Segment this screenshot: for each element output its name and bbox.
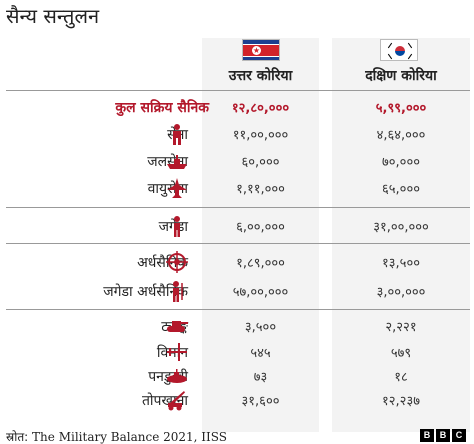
value-south-korea: ३,००,००० bbox=[376, 285, 426, 300]
north-korea-flag-icon: ★ bbox=[242, 39, 280, 61]
value-south-korea: ४,६४,००० bbox=[376, 128, 426, 143]
table-row: पनडुब्बी ७३ १८ bbox=[0, 364, 474, 388]
table-row: जगेडा अर्धसैनिक ५७,००,००० ३,००,००० bbox=[0, 279, 474, 303]
north-korea-column-band bbox=[202, 38, 319, 432]
soldier-icon bbox=[173, 124, 181, 145]
bbc-logo: B B C bbox=[420, 429, 466, 442]
value-north-korea: ५७,००,००० bbox=[232, 285, 289, 300]
value-north-korea: ११,००,००० bbox=[232, 128, 289, 143]
row-label: जगेडा अर्धसैनिक bbox=[103, 284, 188, 300]
table-row: जलसेना ६०,००० ७०,००० bbox=[0, 149, 474, 173]
value-north-korea: ३१,६०० bbox=[241, 394, 280, 409]
value-south-korea: ६५,००० bbox=[382, 182, 420, 197]
logo-letter: B bbox=[420, 429, 434, 442]
value-south-korea: ५,९९,००० bbox=[375, 101, 427, 116]
south-korea-column-band bbox=[332, 38, 470, 432]
logo-letter: C bbox=[452, 429, 466, 442]
value-north-korea: ६०,००० bbox=[241, 155, 280, 170]
submarine-icon bbox=[167, 369, 187, 383]
value-south-korea: १८ bbox=[394, 370, 408, 385]
table-row: सेना ११,००,००० ४,६४,००० bbox=[0, 122, 474, 146]
table-row: विमान ५४५ ५७९ bbox=[0, 340, 474, 364]
table-row: वायुसेना १,११,००० ६५,००० bbox=[0, 176, 474, 200]
table-row: अर्धसैनिक १,८९,००० १३,५०० bbox=[0, 250, 474, 274]
value-north-korea: १२,८०,००० bbox=[231, 101, 290, 116]
crosshair-icon bbox=[166, 251, 188, 273]
value-north-korea: १,११,००० bbox=[236, 182, 285, 197]
source-prefix: स्रोत: bbox=[6, 430, 29, 444]
value-south-korea: ३१,००,००० bbox=[373, 220, 429, 235]
person-icon bbox=[174, 216, 180, 237]
south-korea-flag-icon bbox=[380, 39, 418, 61]
table-row: तोपखाना ३१,६०० १२,२३७ bbox=[0, 388, 474, 412]
divider bbox=[6, 90, 470, 91]
value-north-korea: ५४५ bbox=[250, 346, 271, 361]
column-header-north-korea: उत्तर कोरिया bbox=[228, 68, 293, 84]
value-north-korea: ७३ bbox=[253, 370, 268, 385]
divider bbox=[6, 309, 470, 310]
value-north-korea: १,८९,००० bbox=[236, 256, 285, 271]
row-label: अर्धसैनिक bbox=[137, 255, 188, 271]
value-south-korea: ७०,००० bbox=[382, 155, 420, 170]
table-row-total-active: कुल सक्रिय सैनिक १२,८०,००० ५,९९,००० bbox=[0, 95, 474, 119]
value-south-korea: १३,५०० bbox=[382, 256, 420, 271]
column-header-south-korea: दक्षिण कोरिया bbox=[365, 68, 437, 84]
row-label: कुल सक्रिय सैनिक bbox=[115, 100, 209, 116]
airplane-icon bbox=[167, 343, 187, 361]
artillery-icon bbox=[168, 391, 185, 411]
value-south-korea: १२,२३७ bbox=[382, 394, 420, 409]
table-row: जगेडा ६,००,००० ३१,००,००० bbox=[0, 214, 474, 238]
divider bbox=[6, 243, 470, 244]
soldier-rifle-icon bbox=[173, 281, 183, 302]
warship-icon bbox=[167, 155, 187, 169]
source-note: स्रोत: The Military Balance 2021, IISS bbox=[6, 428, 227, 444]
fighter-jet-icon bbox=[167, 178, 187, 198]
value-south-korea: ५७९ bbox=[390, 346, 412, 361]
value-south-korea: २,२२१ bbox=[385, 320, 417, 335]
value-north-korea: ६,००,००० bbox=[236, 220, 285, 235]
logo-letter: B bbox=[436, 429, 450, 442]
tank-icon bbox=[167, 321, 188, 332]
table-row: ट्याङ्क ३,५०० २,२२१ bbox=[0, 314, 474, 338]
value-north-korea: ३,५०० bbox=[244, 320, 277, 335]
source-text: The Military Balance 2021, IISS bbox=[28, 430, 228, 444]
row-label: जगेडा bbox=[158, 219, 188, 235]
page-title: सैन्य सन्तुलन bbox=[6, 4, 100, 28]
divider bbox=[6, 207, 470, 208]
